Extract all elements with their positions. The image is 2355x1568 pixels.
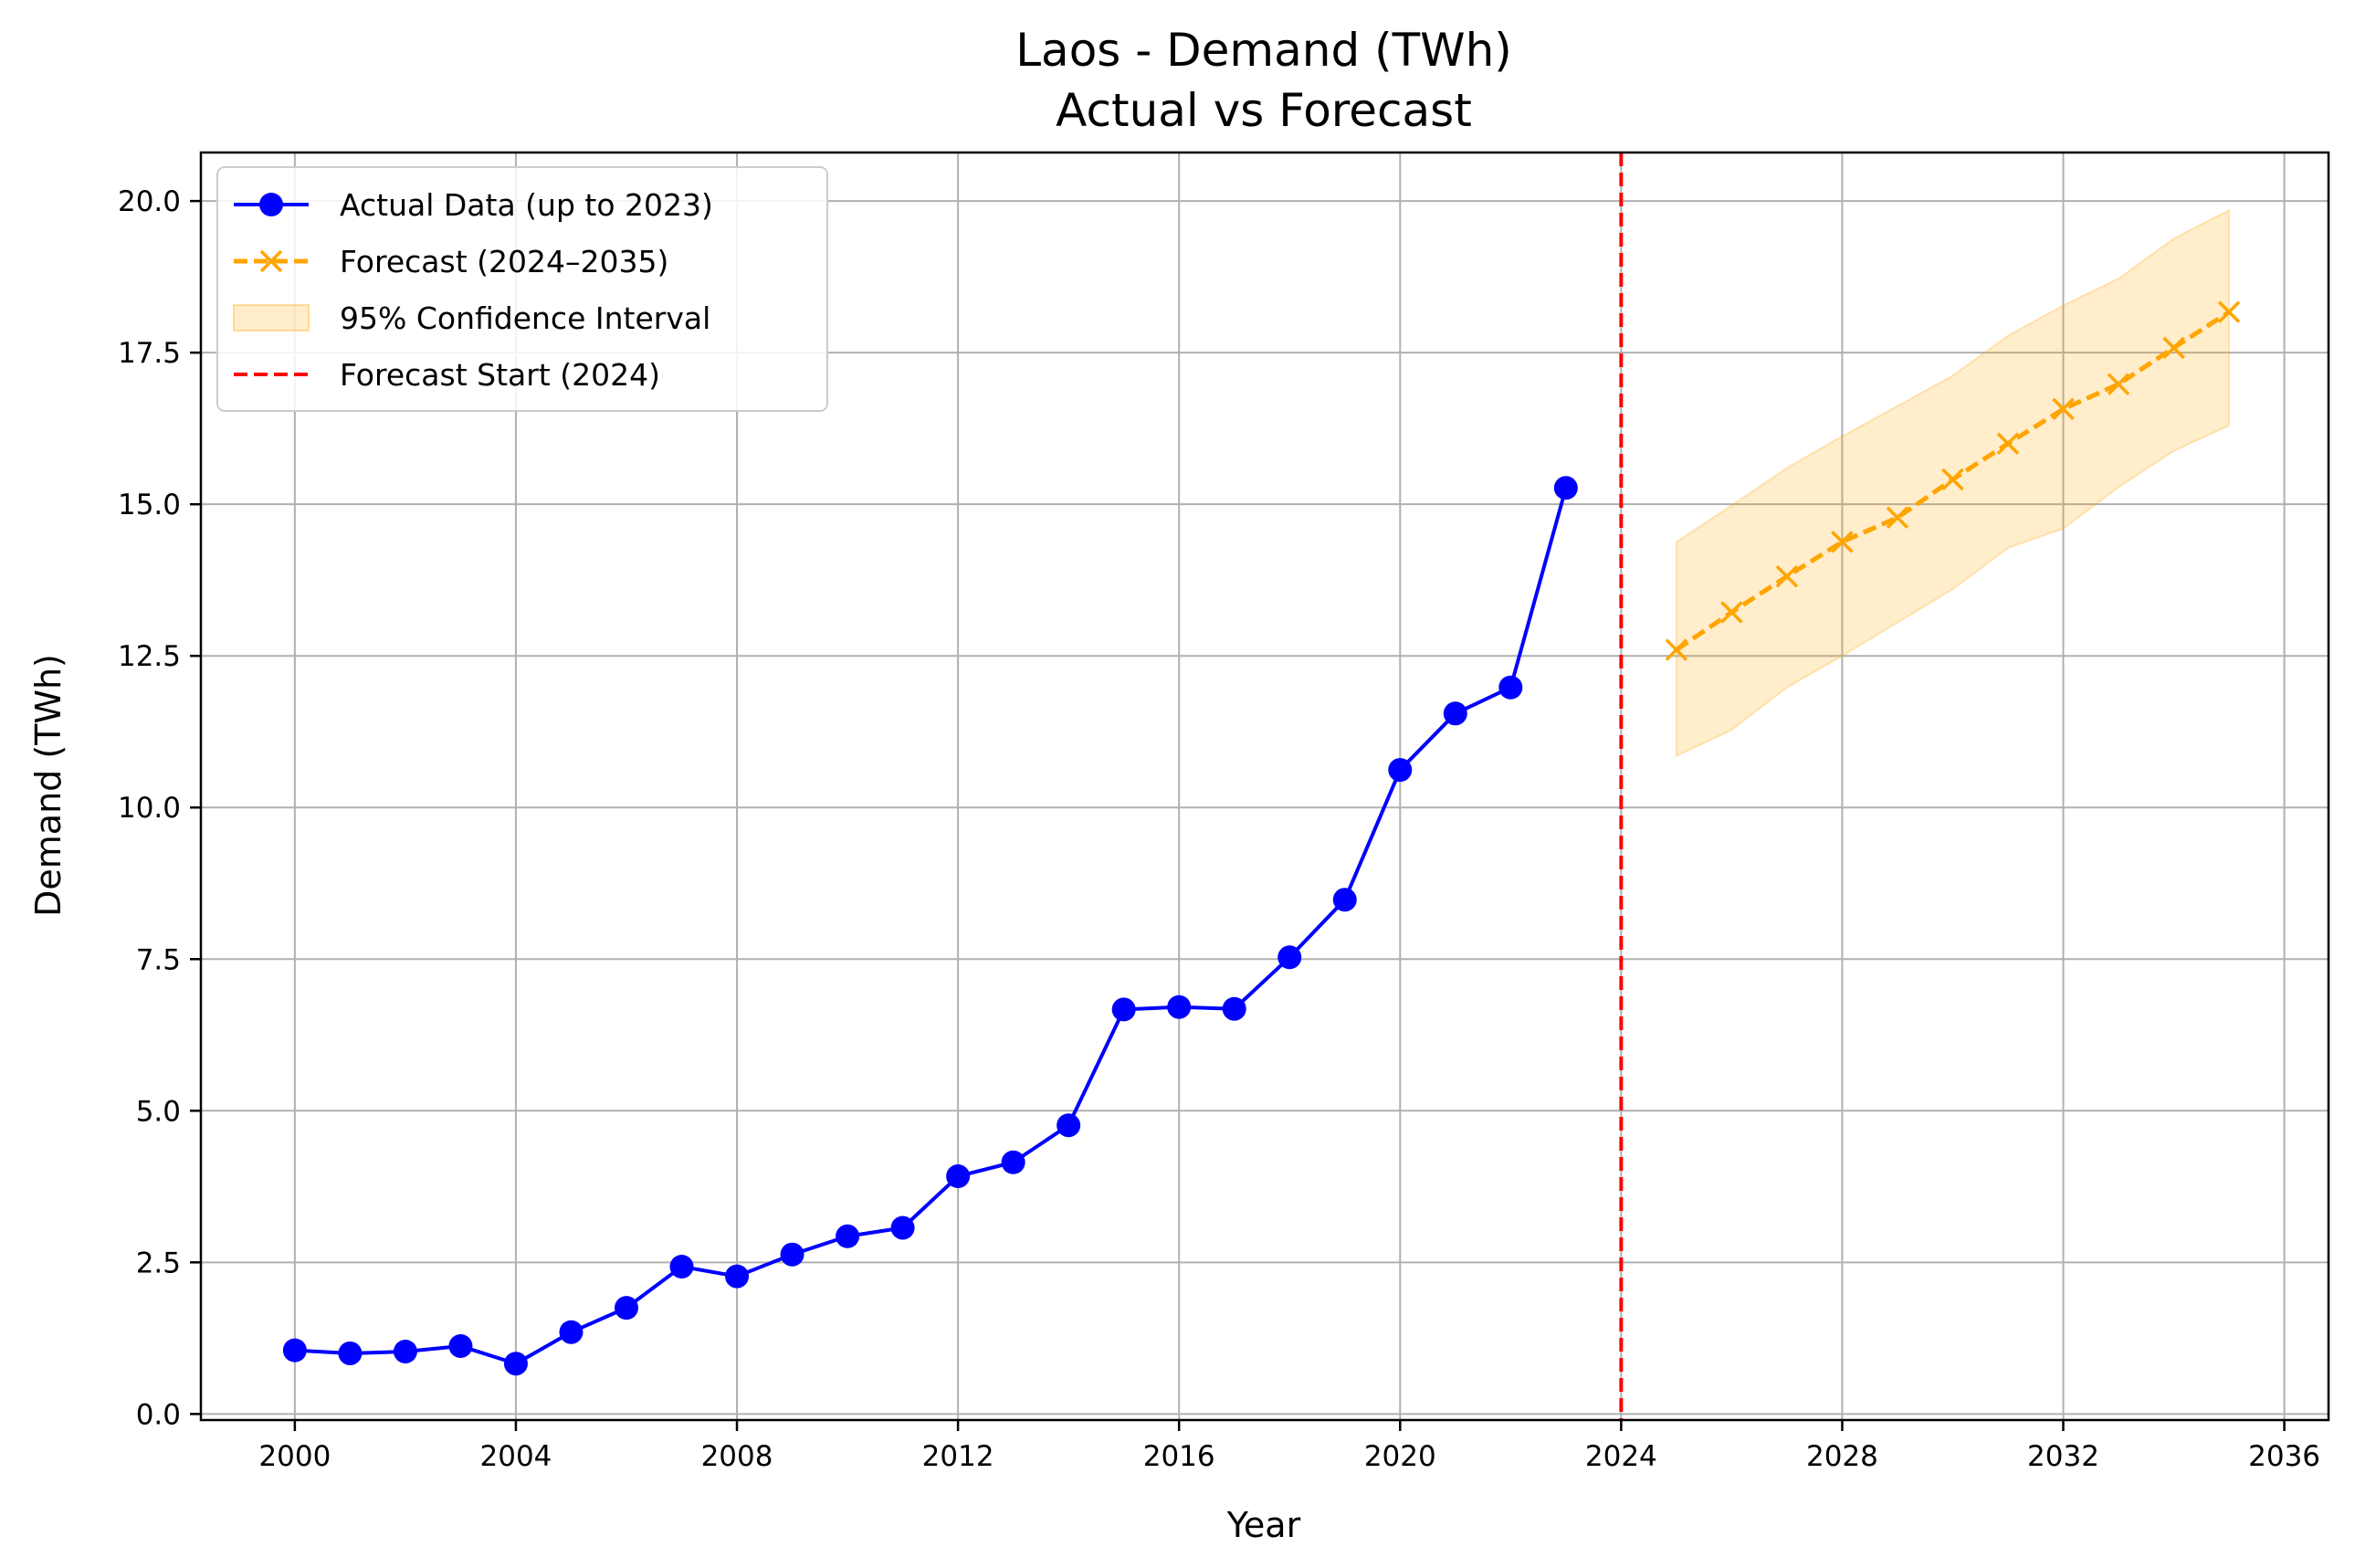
forecast-data-point	[1831, 531, 1854, 553]
forecast-data-point	[1775, 564, 1799, 588]
x-tick-label: 2016	[1143, 1440, 1215, 1473]
legend-ci-label: 95% Confidence Interval	[340, 300, 710, 336]
legend-ci-swatch	[233, 304, 310, 331]
forecast-data-point	[1665, 638, 1688, 661]
actual-data-point	[448, 1333, 473, 1358]
y-tick-label: 15.0	[118, 489, 181, 521]
legend-forecast-start-label: Forecast Start (2024)	[340, 357, 660, 393]
legend-actual-label: Actual Data (up to 2023)	[340, 187, 713, 223]
x-tick-label: 2008	[701, 1440, 773, 1473]
legend-forecast-marker	[259, 249, 283, 273]
confidence-band	[1675, 208, 2231, 758]
chart-subtitle: Actual vs Forecast	[1056, 84, 1472, 137]
actual-data-point	[1277, 945, 1302, 970]
forecast-data-point	[2052, 397, 2075, 421]
forecast-data-point	[1720, 601, 1743, 624]
actual-data-point	[1167, 994, 1192, 1019]
actual-data-point	[669, 1254, 694, 1279]
actual-data-point	[1443, 701, 1467, 726]
x-tick-label: 2004	[480, 1440, 552, 1473]
y-tick-label: 2.5	[136, 1247, 181, 1279]
actual-data-point	[282, 1338, 307, 1363]
chart-title: Laos - Demand (TWh)	[1015, 24, 1512, 77]
actual-data-point	[1111, 997, 1136, 1022]
y-tick-label: 0.0	[136, 1398, 181, 1431]
y-tick-label: 17.5	[118, 337, 181, 370]
forecast-data-point	[2162, 336, 2185, 360]
actual-data-point	[1001, 1150, 1025, 1174]
actual-data-point	[725, 1264, 750, 1289]
forecast-data-point	[1996, 432, 2020, 456]
actual-data-point	[1388, 758, 1413, 783]
actual-data-point	[1057, 1113, 1081, 1138]
y-tick-label: 12.5	[118, 640, 181, 673]
x-tick-label: 2012	[922, 1440, 994, 1473]
x-tick-label: 2036	[2248, 1440, 2320, 1473]
actual-data-point	[1498, 675, 1523, 700]
x-tick-label: 2000	[258, 1440, 331, 1473]
forecast-data-point	[1941, 468, 1964, 491]
y-tick-label: 5.0	[136, 1095, 181, 1128]
actual-data-point	[1222, 996, 1246, 1021]
actual-data-point	[1553, 476, 1578, 500]
y-axis-label: Demand (TWh)	[28, 654, 68, 917]
actual-data-point	[503, 1352, 528, 1376]
legend: Actual Data (up to 2023) Forecast (2024–2…	[216, 166, 828, 412]
actual-data-point	[559, 1320, 583, 1344]
forecast-data-point	[1886, 506, 1909, 530]
legend-forecast-label: Forecast (2024–2035)	[340, 244, 668, 279]
actual-data-point	[1332, 888, 1357, 912]
forecast-data-point	[2217, 300, 2241, 323]
actual-data-point	[890, 1215, 915, 1240]
x-tick-label: 2020	[1364, 1440, 1436, 1473]
y-tick-label: 20.0	[118, 185, 181, 218]
actual-data-point	[615, 1296, 638, 1321]
x-tick-label: 2024	[1585, 1440, 1657, 1473]
actual-data-point	[836, 1224, 860, 1248]
x-axis-label: Year	[1226, 1505, 1301, 1545]
legend-actual-marker	[259, 193, 283, 216]
forecast-data-point	[2107, 373, 2130, 395]
y-tick-label: 10.0	[118, 792, 181, 825]
axes-frame	[199, 151, 2330, 1422]
actual-data-point	[338, 1341, 363, 1365]
actual-data-point	[946, 1164, 971, 1189]
x-tick-label: 2032	[2027, 1440, 2099, 1473]
x-tick-label: 2028	[1806, 1440, 1878, 1473]
actual-data-point	[780, 1242, 804, 1267]
legend-box	[216, 166, 828, 412]
y-tick-label: 7.5	[136, 943, 181, 976]
actual-data-point	[393, 1339, 417, 1363]
